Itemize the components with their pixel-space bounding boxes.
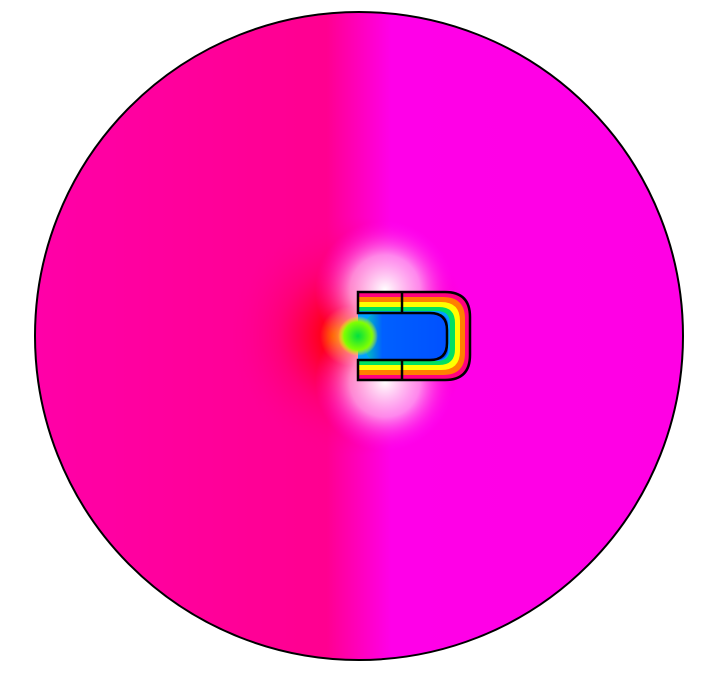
magnet-core bbox=[366, 314, 448, 360]
field-glow bbox=[338, 316, 378, 356]
field bbox=[35, 12, 683, 660]
magnet-outline bbox=[356, 290, 472, 382]
domain-boundary bbox=[34, 11, 684, 661]
